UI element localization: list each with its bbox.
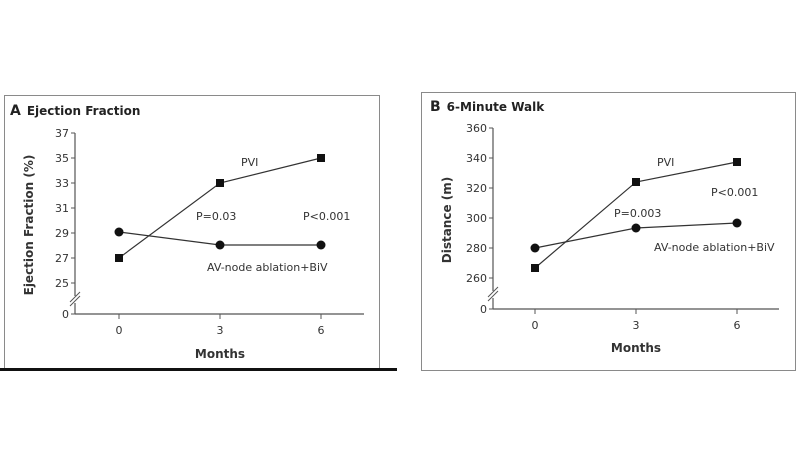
square-marker: [216, 179, 224, 187]
circle-marker: [114, 227, 124, 237]
ytick-label: 31: [55, 202, 69, 215]
circle-marker: [530, 243, 540, 253]
panel-a-title: A Ejection Fraction: [10, 103, 140, 119]
x-axis-label: Months: [611, 341, 661, 355]
x-axis-label: Months: [195, 347, 245, 361]
ytick-label: 33: [55, 177, 69, 190]
ytick-label: 340: [466, 152, 487, 165]
ytick-label: 25: [55, 277, 69, 290]
p-value-6mo: P<0.001: [711, 186, 758, 199]
square-marker: [733, 158, 741, 166]
panel-b-title-text: 6-Minute Walk: [446, 100, 545, 114]
ytick-label: 35: [55, 152, 69, 165]
panel-a-letter: A: [10, 103, 21, 119]
xtick-label: 3: [217, 324, 224, 337]
xtick-label: 6: [734, 319, 741, 332]
panel-b-title: B 6-Minute Walk: [430, 99, 544, 115]
square-marker: [632, 178, 640, 186]
p-value-3mo: P=0.003: [614, 207, 661, 220]
circle-marker: [215, 240, 225, 250]
panel-b-letter: B: [430, 99, 441, 115]
y-axis-label: Ejection Fraction (%): [22, 155, 36, 296]
ytick-label: 0: [480, 303, 487, 316]
panel-6-minute-walk: [421, 92, 796, 371]
label-av-node: AV-node ablation+BiV: [654, 241, 775, 254]
xtick-label: 3: [633, 319, 640, 332]
circle-marker: [732, 218, 742, 228]
ytick-label: 260: [466, 272, 487, 285]
p-value-3mo: P=0.03: [196, 210, 236, 223]
circle-marker: [631, 223, 641, 233]
divider-rule: [0, 368, 397, 371]
circle-marker: [316, 240, 326, 250]
panel-a-title-text: Ejection Fraction: [26, 104, 141, 118]
ytick-label: 37: [55, 127, 69, 140]
xtick-label: 0: [116, 324, 123, 337]
square-marker: [115, 254, 123, 262]
label-av-node: AV-node ablation+BiV: [207, 261, 328, 274]
panel-ejection-fraction: [4, 95, 380, 369]
label-pvi: PVI: [657, 156, 674, 169]
ytick-label: 300: [466, 212, 487, 225]
label-pvi: PVI: [241, 156, 258, 169]
ytick-label: 320: [466, 182, 487, 195]
square-marker: [531, 264, 539, 272]
ytick-label: 29: [55, 227, 69, 240]
ytick-label: 280: [466, 242, 487, 255]
ytick-label: 0: [62, 308, 69, 321]
xtick-label: 0: [532, 319, 539, 332]
ytick-label: 360: [466, 122, 487, 135]
y-axis-label: Distance (m): [440, 177, 454, 264]
xtick-label: 6: [318, 324, 325, 337]
p-value-6mo: P<0.001: [303, 210, 350, 223]
ytick-label: 27: [55, 252, 69, 265]
square-marker: [317, 154, 325, 162]
